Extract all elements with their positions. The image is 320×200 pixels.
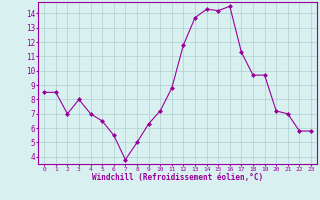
X-axis label: Windchill (Refroidissement éolien,°C): Windchill (Refroidissement éolien,°C)	[92, 173, 263, 182]
